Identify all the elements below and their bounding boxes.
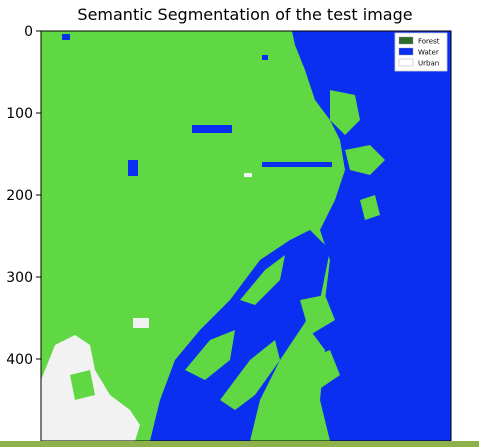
forest-island-9 xyxy=(305,350,340,390)
chart-title: Semantic Segmentation of the test image xyxy=(77,5,413,24)
forest-island-2 xyxy=(220,340,280,410)
water-region-delta xyxy=(150,230,330,441)
forest-island-8 xyxy=(300,295,335,335)
forest-island-3 xyxy=(265,365,305,425)
river-1 xyxy=(262,162,332,167)
segmentation-image xyxy=(41,31,451,441)
lake-2 xyxy=(128,160,138,176)
forest-island-6 xyxy=(345,145,385,175)
legend-label-water: Water xyxy=(418,49,439,57)
legend-swatch-forest xyxy=(398,36,414,45)
urban-region-2 xyxy=(70,370,95,400)
y-tick-label: 200 xyxy=(6,188,33,204)
forest-island-4 xyxy=(240,255,285,305)
lake-1 xyxy=(192,125,232,133)
y-axis: 0 100 200 300 400 xyxy=(6,24,41,368)
legend-label-urban: Urban xyxy=(418,60,439,68)
y-tick-label: 0 xyxy=(24,24,33,40)
legend: Forest Water Urban xyxy=(394,32,448,72)
water-region-east xyxy=(292,31,451,441)
forest-island-7 xyxy=(360,195,380,220)
bottom-accent-bar xyxy=(0,441,479,447)
legend-swatch-water xyxy=(398,47,414,56)
urban-dot xyxy=(244,173,252,177)
y-tick-label: 300 xyxy=(6,270,33,286)
y-tick-label: 100 xyxy=(6,106,33,122)
lake-4 xyxy=(262,55,268,60)
legend-label-forest: Forest xyxy=(418,38,440,46)
urban-patch xyxy=(133,318,149,328)
lake-3 xyxy=(62,34,70,40)
y-tick-label: 400 xyxy=(6,352,33,368)
forest-island-5 xyxy=(330,90,360,135)
legend-swatch-urban xyxy=(398,58,414,67)
forest-island-1 xyxy=(185,330,235,380)
